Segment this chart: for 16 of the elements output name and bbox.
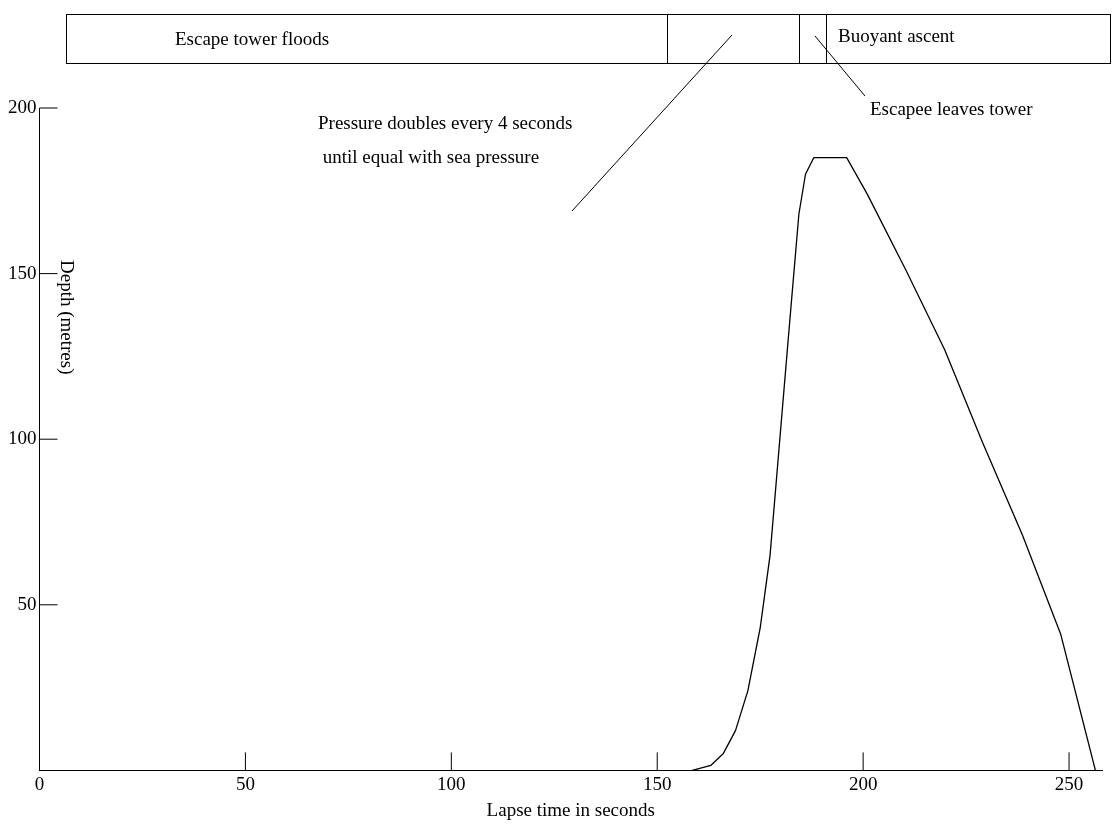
x-axis-title: Lapse time in seconds bbox=[486, 798, 655, 820]
annotation: Pressure doubles every 4 seconds until equal with sea pressure bbox=[318, 111, 573, 167]
x-tick-label: 150 bbox=[642, 772, 672, 794]
text: Escape tower floods bbox=[175, 27, 330, 49]
x-tick-label: 50 bbox=[235, 772, 255, 794]
text: Buoyant ascent bbox=[838, 24, 956, 46]
y-axis-title: Depth (metres) bbox=[55, 260, 78, 375]
x-tick-label: 250 bbox=[1054, 772, 1084, 794]
y-tick-label: 150 bbox=[8, 261, 37, 283]
y-tick-label: 50 bbox=[17, 592, 37, 614]
x-tick-label: 100 bbox=[437, 772, 466, 794]
x-tick-label: 0 bbox=[34, 772, 45, 794]
y-tick-label: 200 bbox=[8, 95, 37, 117]
y-tick-label: 100 bbox=[8, 427, 37, 449]
annotation: Escapee leaves tower bbox=[870, 97, 1034, 119]
x-tick-label: 200 bbox=[848, 772, 878, 794]
